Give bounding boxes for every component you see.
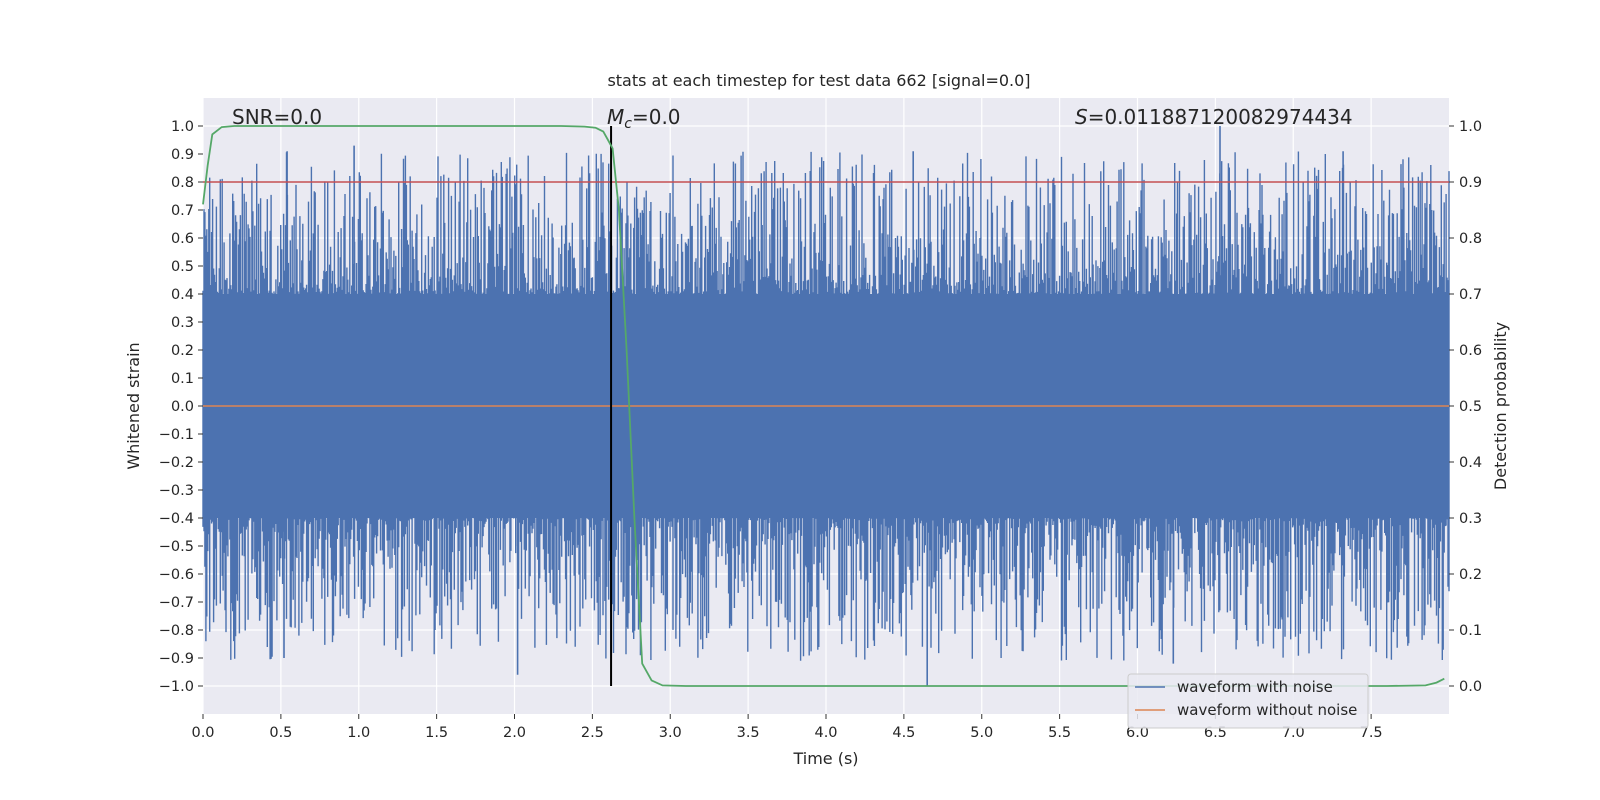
legend-frame [1127, 673, 1369, 729]
y-tick-label: 0.9 [171, 147, 194, 163]
x-axis-ticks: 0.0 0.5 1.0 1.5 2.0 2.5 3.0 3.5 4.0 4.5 5.0 5.5 6.0 6… [191, 714, 1383, 741]
y-tick-label: 0.1 [171, 371, 194, 387]
chart-title: stats at each timestep for test data 662… [607, 71, 1030, 90]
x-tick-label: 4.5 [892, 725, 915, 741]
y-tick-label: 0.2 [171, 343, 194, 359]
y-axis-ticks: 1.0 0.9 0.8 0.7 0.6 0.5 0.4 0.3 0.2 0.1 0.0 −0.1 −0.… [159, 119, 203, 695]
y-tick-label: −0.1 [159, 427, 194, 443]
y2-tick-label: 0.8 [1459, 231, 1482, 247]
mc-value: =0.0 [632, 105, 681, 129]
x-tick-label: 4.0 [814, 725, 837, 741]
y2-tick-label: 0.4 [1459, 455, 1482, 471]
x-tick-label: 7.0 [1282, 725, 1305, 741]
y2-tick-label: 0.5 [1459, 399, 1482, 415]
y-tick-label: 0.0 [171, 399, 194, 415]
mc-symbol: M [607, 105, 624, 129]
y2-tick-label: 0.2 [1459, 567, 1482, 583]
x-tick-label: 6.5 [1204, 725, 1227, 741]
y2-tick-label: 0.1 [1459, 623, 1482, 639]
y2-tick-label: 0.0 [1459, 679, 1482, 695]
x-tick-label: 2.5 [581, 725, 604, 741]
y2-tick-label: 0.6 [1459, 343, 1482, 359]
x-tick-label: 3.0 [659, 725, 682, 741]
mc-subscript: c [624, 116, 632, 132]
legend-entry-waveform-with-noise: waveform with noise [1177, 678, 1333, 696]
y-tick-label: −0.8 [159, 623, 194, 639]
y-tick-label: −0.5 [159, 539, 194, 555]
mc-annotation: Mc=0.0 [607, 105, 681, 132]
legend: waveform with noise waveform without noi… [1127, 673, 1369, 729]
y-tick-label: −0.6 [159, 567, 194, 583]
x-tick-label: 1.0 [347, 725, 370, 741]
x-tick-label: 5.0 [970, 725, 993, 741]
x-axis-title: Time (s) [792, 749, 858, 768]
x-tick-label: 5.5 [1048, 725, 1071, 741]
x-tick-label: 3.5 [737, 725, 760, 741]
y-tick-label: −0.9 [159, 651, 194, 667]
y-tick-label: −0.3 [159, 483, 194, 499]
y-tick-label: 0.8 [171, 175, 194, 191]
y-tick-label: 0.4 [171, 287, 194, 303]
y-tick-label: 0.5 [171, 259, 194, 275]
y-tick-label: 1.0 [171, 119, 194, 135]
y2-tick-label: 1.0 [1459, 119, 1482, 135]
y-axis-title: Whitened strain [124, 342, 143, 469]
s-value: =0.011887120082974434 [1088, 105, 1353, 129]
y-tick-label: −0.7 [159, 595, 194, 611]
legend-entry-waveform-without-noise: waveform without noise [1177, 701, 1357, 719]
y-tick-label: −1.0 [159, 679, 194, 695]
x-tick-label: 6.0 [1126, 725, 1149, 741]
y-tick-label: 0.6 [171, 231, 194, 247]
x-tick-label: 7.5 [1360, 725, 1383, 741]
s-annotation: S=0.011887120082974434 [1075, 105, 1353, 129]
y2-tick-label: 0.9 [1459, 175, 1482, 191]
snr-annotation: SNR=0.0 [232, 105, 322, 129]
y-tick-label: 0.7 [171, 203, 194, 219]
y2-axis-title: Detection probability [1491, 322, 1510, 490]
noise-peaks [283, 126, 1344, 686]
y-tick-label: −0.2 [159, 455, 194, 471]
y2-tick-label: 0.7 [1459, 287, 1482, 303]
y-tick-label: 0.3 [171, 315, 194, 331]
x-tick-label: 2.0 [503, 725, 526, 741]
y2-tick-label: 0.3 [1459, 511, 1482, 527]
x-tick-label: 0.0 [191, 725, 214, 741]
s-symbol: S [1075, 105, 1088, 129]
x-tick-label: 0.5 [269, 725, 292, 741]
x-tick-label: 1.5 [425, 725, 448, 741]
y-tick-label: −0.4 [159, 511, 194, 527]
y2-axis-ticks: 1.0 0.9 0.8 0.7 0.6 0.5 0.4 0.3 0.2 0.1 0.0 [1449, 119, 1482, 695]
